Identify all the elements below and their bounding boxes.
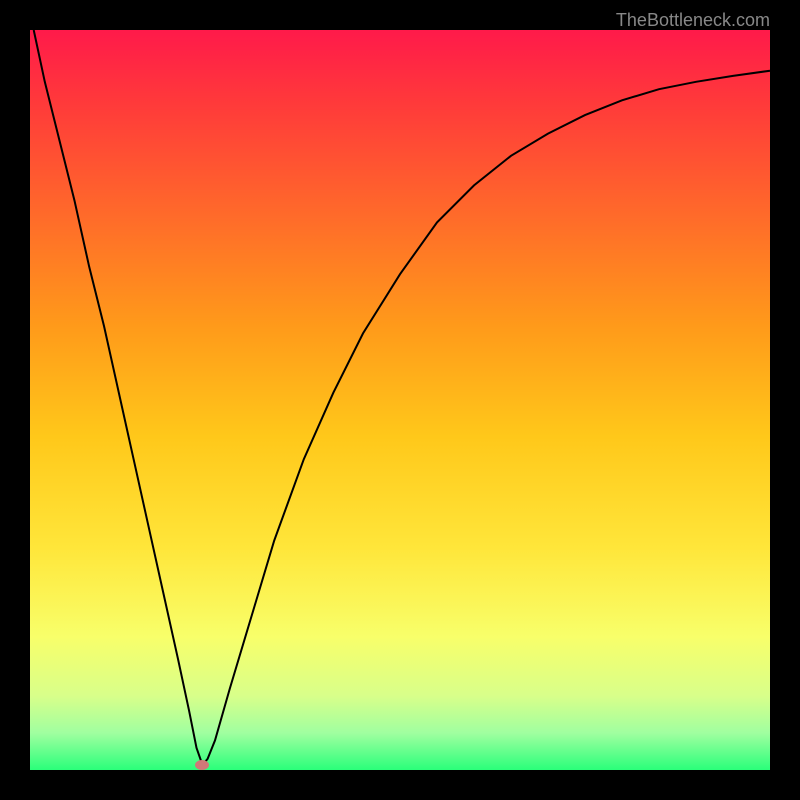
chart-container: TheBottleneck.com	[0, 0, 800, 800]
plot-area	[30, 30, 770, 770]
bottleneck-curve	[30, 30, 770, 770]
minimum-marker	[195, 760, 209, 770]
watermark-text: TheBottleneck.com	[616, 10, 770, 31]
